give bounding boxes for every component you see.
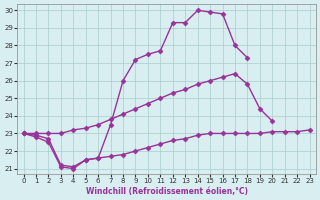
X-axis label: Windchill (Refroidissement éolien,°C): Windchill (Refroidissement éolien,°C) [85,187,248,196]
